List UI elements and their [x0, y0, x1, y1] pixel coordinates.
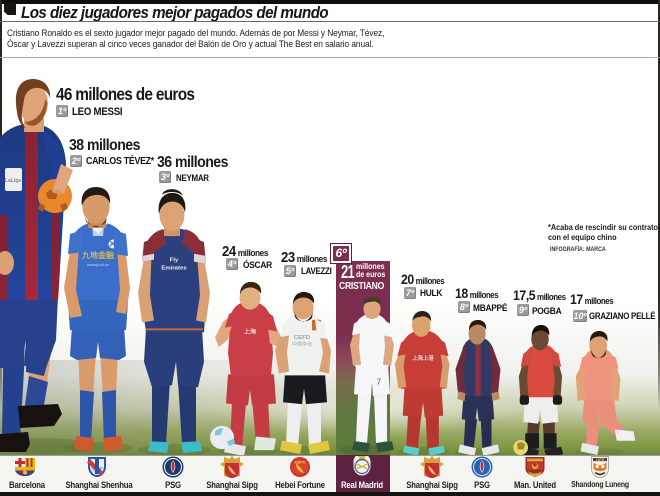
- svg-text:Fly: Fly: [170, 258, 179, 264]
- svg-text:7: 7: [377, 377, 382, 386]
- svg-text:上海: 上海: [244, 328, 256, 336]
- svg-text:CEFC: CEFC: [295, 460, 306, 465]
- svg-text:上海上港: 上海上港: [412, 354, 434, 362]
- svg-text:www.jiudi.cn: www.jiudi.cn: [87, 262, 109, 267]
- svg-text:CEFD: CEFD: [294, 335, 310, 341]
- svg-text:LaLiga: LaLiga: [5, 178, 21, 184]
- svg-text:中国华信: 中国华信: [292, 341, 312, 348]
- svg-text:Emirates: Emirates: [161, 266, 187, 272]
- svg-text:LNTB: LNTB: [596, 458, 605, 462]
- svg-text:九地金融: 九地金融: [81, 250, 114, 260]
